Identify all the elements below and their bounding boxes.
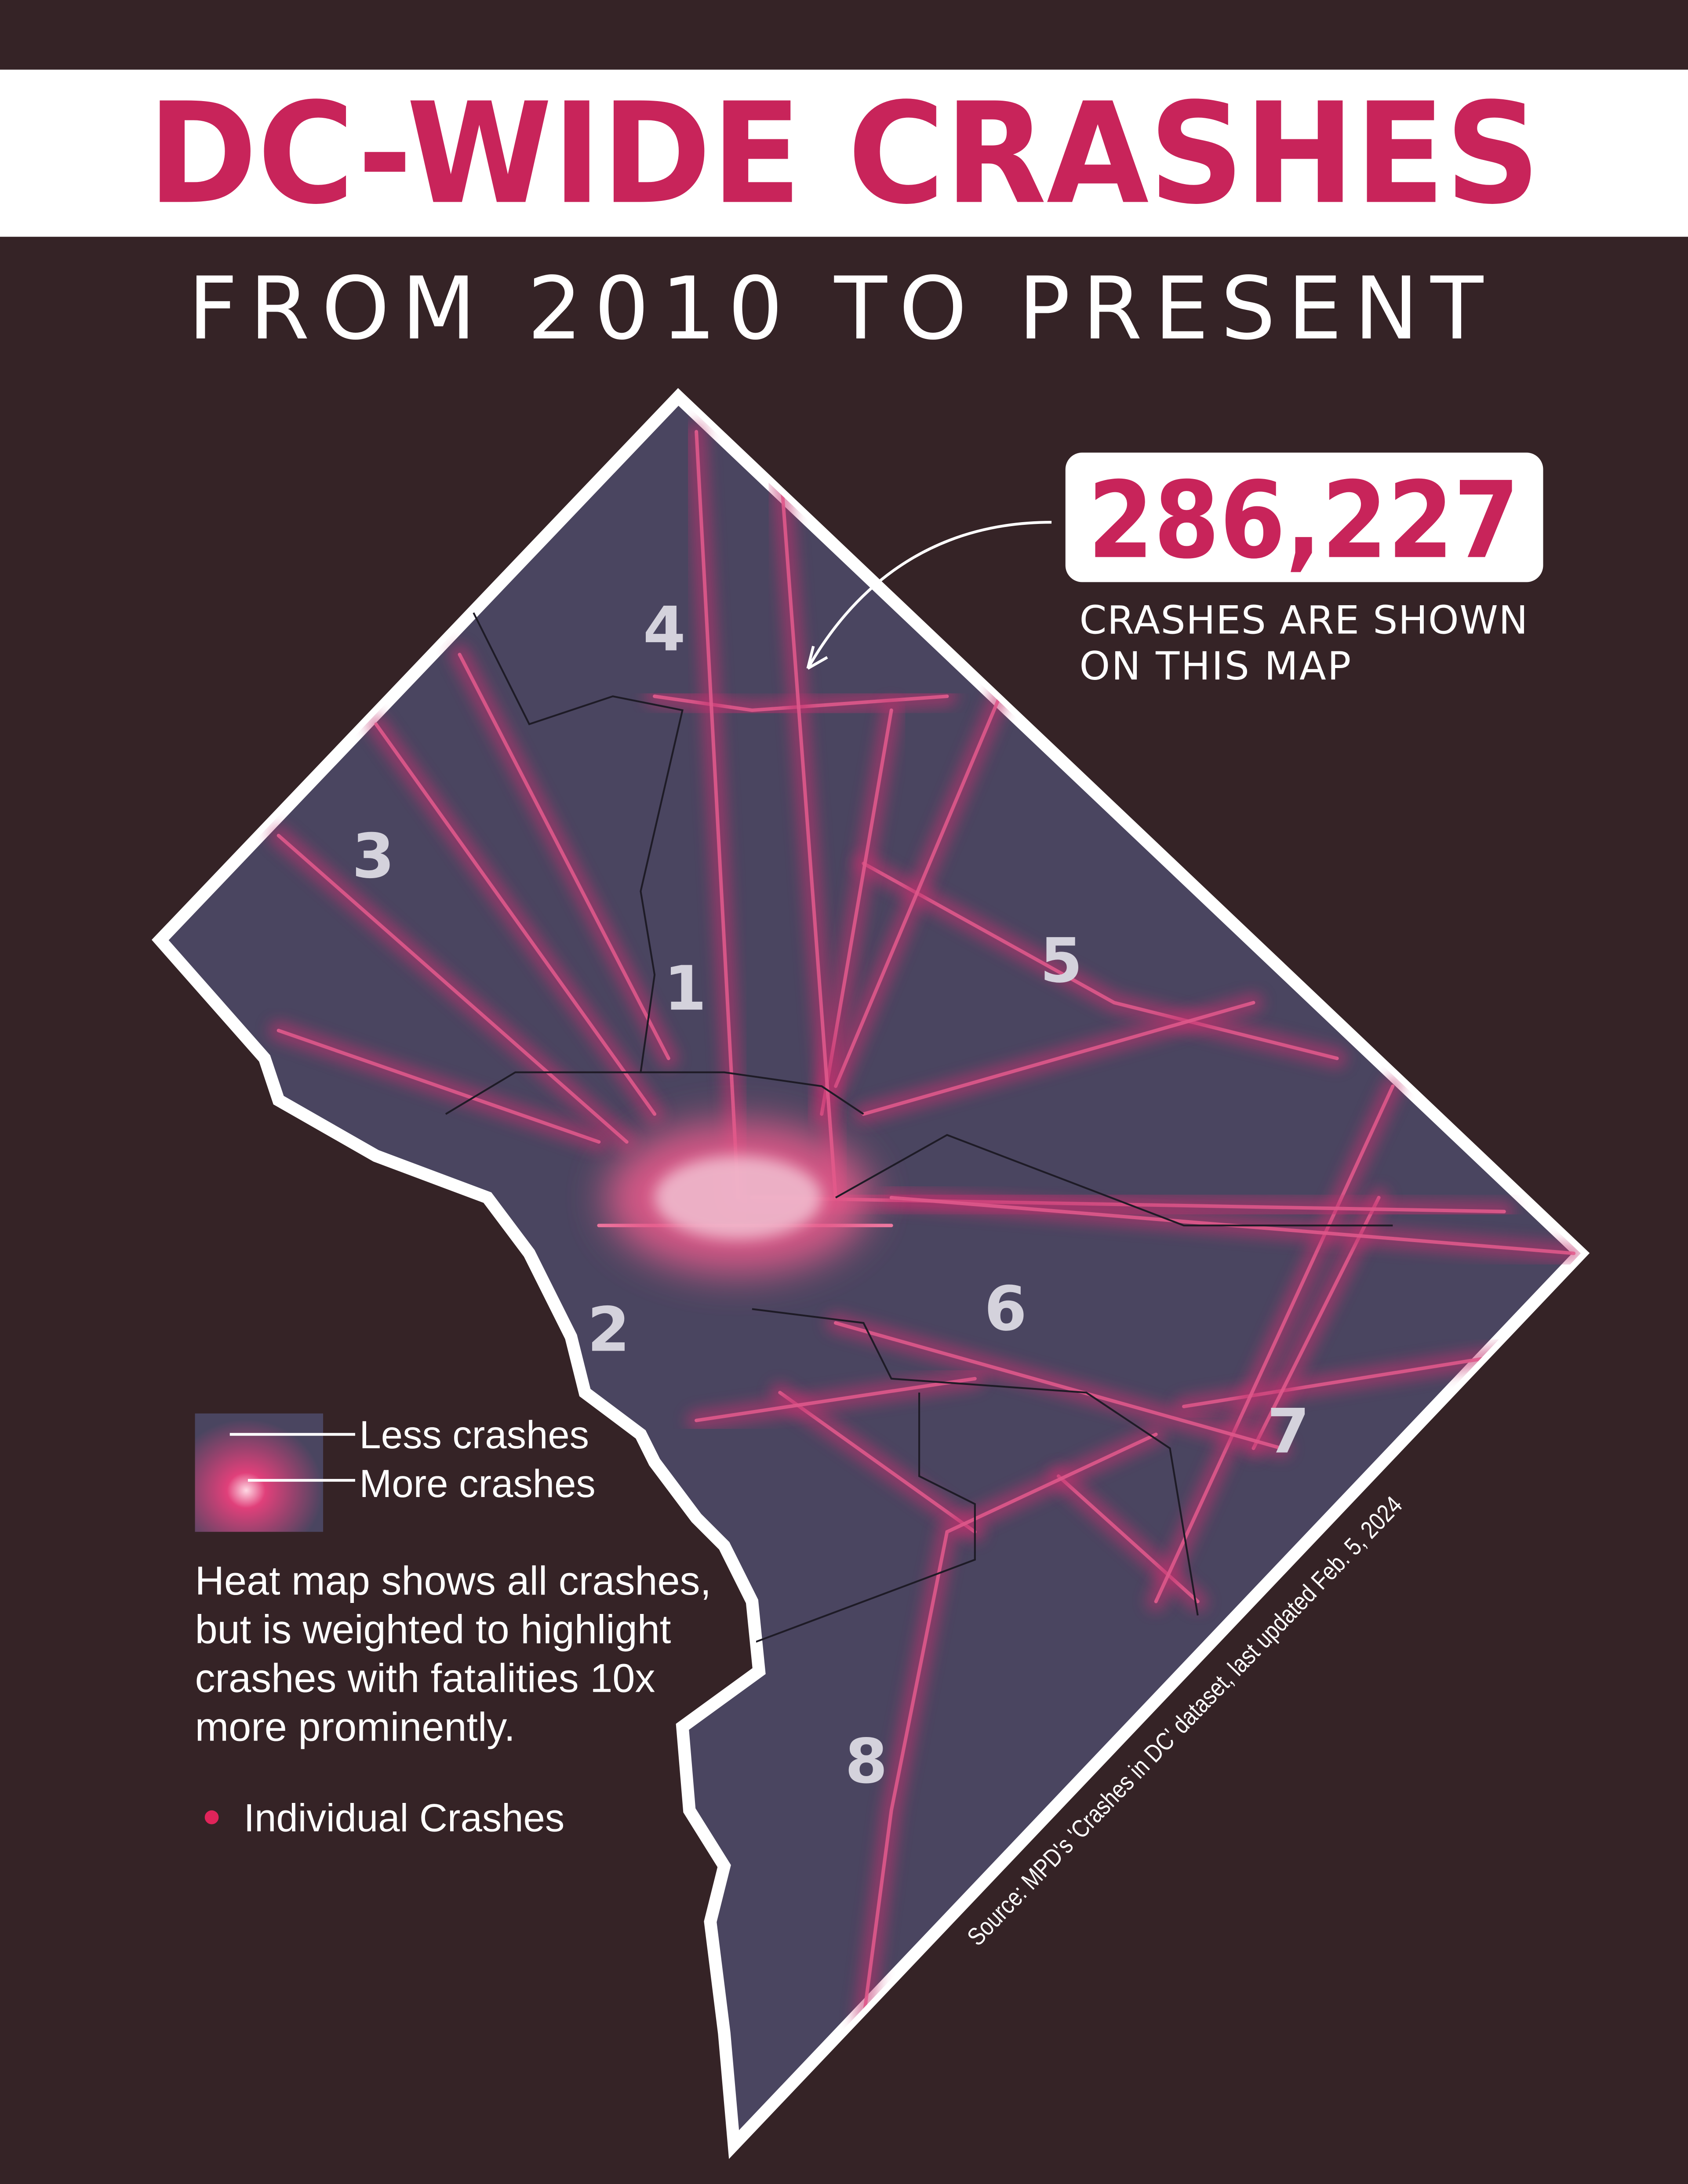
road-heat	[854, 1425, 1166, 2029]
road-heat	[1146, 1076, 1403, 1611]
ward-label: 2	[587, 1294, 630, 1365]
note-line: crashes with fatalities 10x	[195, 1656, 655, 1701]
ward-label: 7	[1267, 1396, 1310, 1467]
boundary	[752, 1392, 976, 1644]
caption-line: ON THIS MAP	[1079, 643, 1351, 689]
caption-line: CRASHES ARE SHOWN	[1079, 598, 1528, 643]
boundary	[752, 1308, 1199, 1616]
title: DC-WIDE CRASHES	[148, 73, 1540, 235]
downtown-core	[655, 1156, 822, 1239]
callout-arrow	[806, 521, 1052, 669]
boundary	[835, 1134, 1393, 1227]
road-heat	[269, 1021, 609, 1152]
road-heat	[770, 1383, 985, 1542]
note-line: more prominently.	[195, 1704, 515, 1749]
road-heat	[770, 450, 846, 1207]
legend-less: Less crashes	[359, 1413, 589, 1457]
note-line: but is weighted to highlight	[195, 1607, 671, 1652]
ward-label: 1	[664, 953, 706, 1024]
legend-dot-label: Individual Crashes	[244, 1796, 564, 1839]
road-heat	[854, 993, 1263, 1124]
road-heat	[854, 854, 1347, 1068]
count-box	[1065, 452, 1543, 582]
ward-label: 8	[845, 1726, 888, 1797]
title-band	[0, 69, 1688, 237]
legend-more: More crashes	[359, 1462, 595, 1505]
road-heat	[269, 825, 637, 1152]
legend-dot	[204, 1810, 219, 1824]
boundary	[445, 1071, 641, 1115]
boundary	[473, 612, 864, 1115]
map: 4 3 1 5 2 6 7 8	[160, 397, 1581, 2144]
ward-boundaries	[445, 612, 1393, 1644]
subtitle: FROM 2010 TO PRESENT	[188, 259, 1484, 359]
callout: 286,227 CRASHES ARE SHOWN ON THIS MAP	[1065, 452, 1543, 689]
road-heat	[450, 644, 678, 1068]
legend-swatch	[195, 1413, 324, 1532]
ward-label: 5	[1040, 925, 1083, 996]
count: 286,227	[1088, 458, 1519, 582]
road-heat	[686, 1369, 985, 1430]
ward-label: 4	[643, 594, 686, 665]
ward-label: 6	[984, 1273, 1027, 1345]
road-heat	[826, 1313, 1291, 1458]
road-heat	[644, 687, 957, 720]
road-heat	[366, 714, 665, 1124]
road-heat	[686, 422, 748, 1207]
note-line: Heat map shows all crashes,	[195, 1559, 711, 1603]
heat-layer	[269, 422, 1581, 2029]
arrow-head	[806, 646, 828, 670]
legend: Less crashes More crashes Heat map shows…	[195, 1413, 711, 1839]
ward-label: 3	[352, 821, 395, 892]
